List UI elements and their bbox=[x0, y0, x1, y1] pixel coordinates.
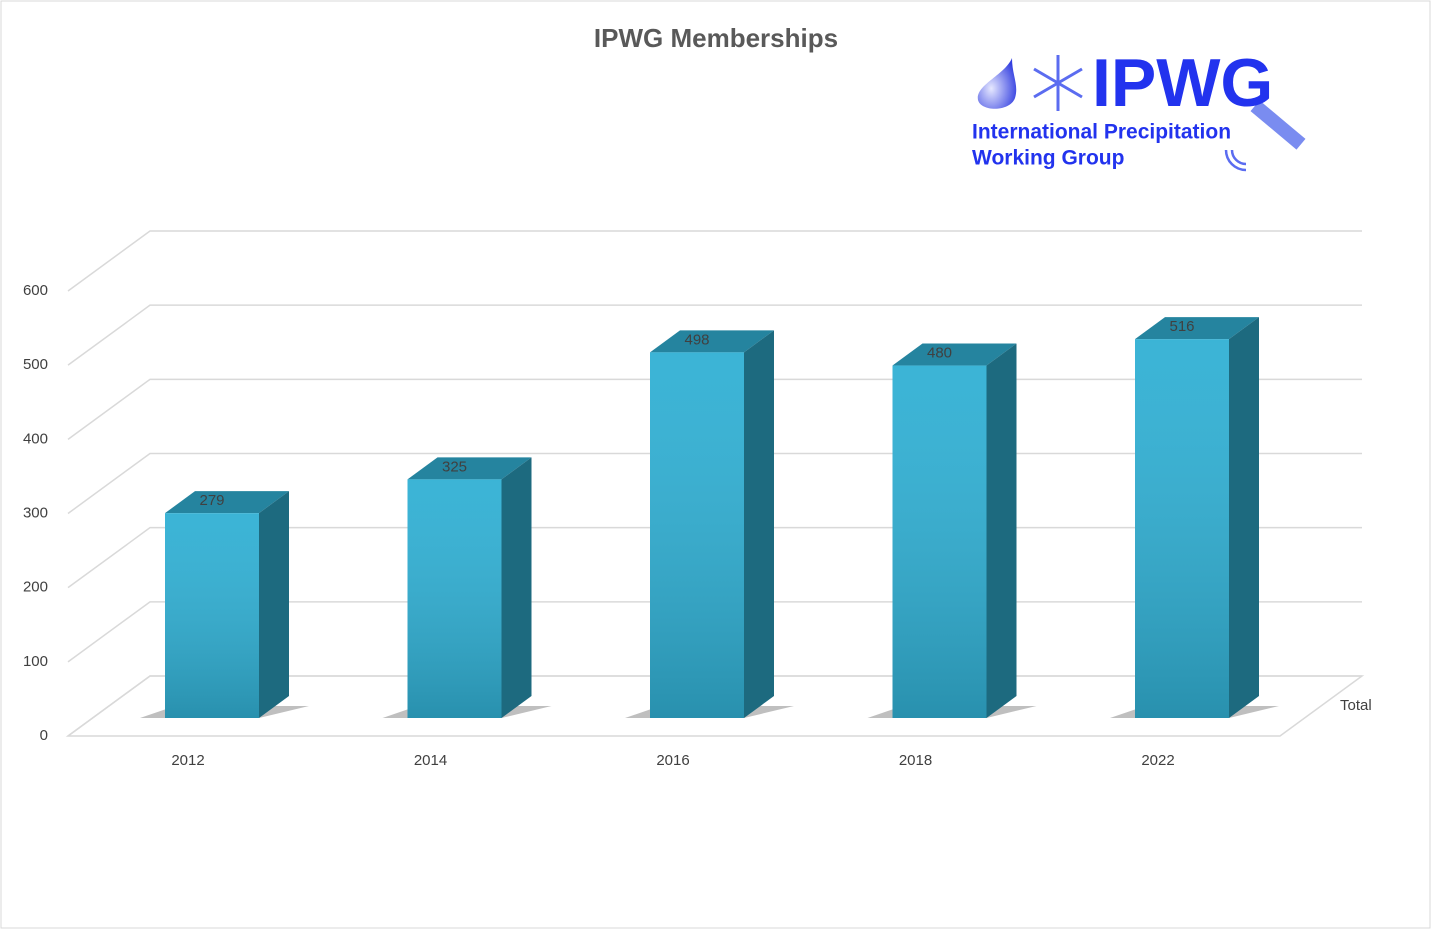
y-tick-label: 400 bbox=[23, 430, 48, 447]
bar-side bbox=[744, 330, 774, 718]
y-tick-label: 300 bbox=[23, 504, 48, 521]
x-tick-label: 2018 bbox=[899, 752, 932, 769]
x-tick-label: 2022 bbox=[1141, 752, 1174, 769]
data-label: 498 bbox=[684, 331, 709, 348]
data-label: 279 bbox=[199, 492, 224, 509]
data-label: 325 bbox=[442, 458, 467, 475]
bar-shade bbox=[650, 352, 744, 718]
bar-side bbox=[501, 457, 532, 718]
logo-drop bbox=[977, 58, 1017, 109]
y-tick-label: 100 bbox=[23, 653, 48, 670]
bar-top bbox=[165, 491, 289, 514]
bar-shade bbox=[407, 479, 502, 718]
bar-shade bbox=[892, 365, 987, 718]
y-tick-label: 200 bbox=[23, 579, 48, 596]
data-label: 480 bbox=[927, 345, 952, 362]
logo-satellite bbox=[1224, 100, 1306, 172]
bar-side bbox=[259, 491, 289, 718]
y-tick-label: 500 bbox=[23, 356, 48, 373]
bar-side bbox=[986, 343, 1017, 718]
bar-top bbox=[407, 457, 532, 480]
bar-top bbox=[1135, 317, 1259, 340]
grid-line bbox=[67, 230, 1362, 292]
bar-top bbox=[892, 343, 1017, 366]
bar-top bbox=[650, 330, 774, 353]
logo-snowflake bbox=[1033, 55, 1083, 111]
y-tick-label: 600 bbox=[23, 282, 48, 299]
bar-side bbox=[1229, 317, 1259, 718]
bar-shade bbox=[1135, 339, 1229, 718]
data-label: 516 bbox=[1169, 318, 1194, 335]
logo-title: IPWG bbox=[1092, 45, 1273, 121]
y-tick-label: 0 bbox=[40, 727, 48, 744]
x-tick-label: 2012 bbox=[171, 752, 204, 769]
logo-line: International Precipitation bbox=[972, 121, 1231, 144]
depth-label: Total bbox=[1340, 697, 1372, 714]
chart-title: IPWG Memberships bbox=[594, 23, 838, 53]
logo-line: Working Group bbox=[972, 147, 1124, 170]
logo: IPWG International Precipitation Working… bbox=[972, 45, 1306, 172]
grid-line bbox=[67, 304, 1362, 366]
x-tick-label: 2016 bbox=[656, 752, 689, 769]
bar-shade bbox=[165, 513, 259, 718]
x-tick-label: 2014 bbox=[414, 752, 447, 769]
